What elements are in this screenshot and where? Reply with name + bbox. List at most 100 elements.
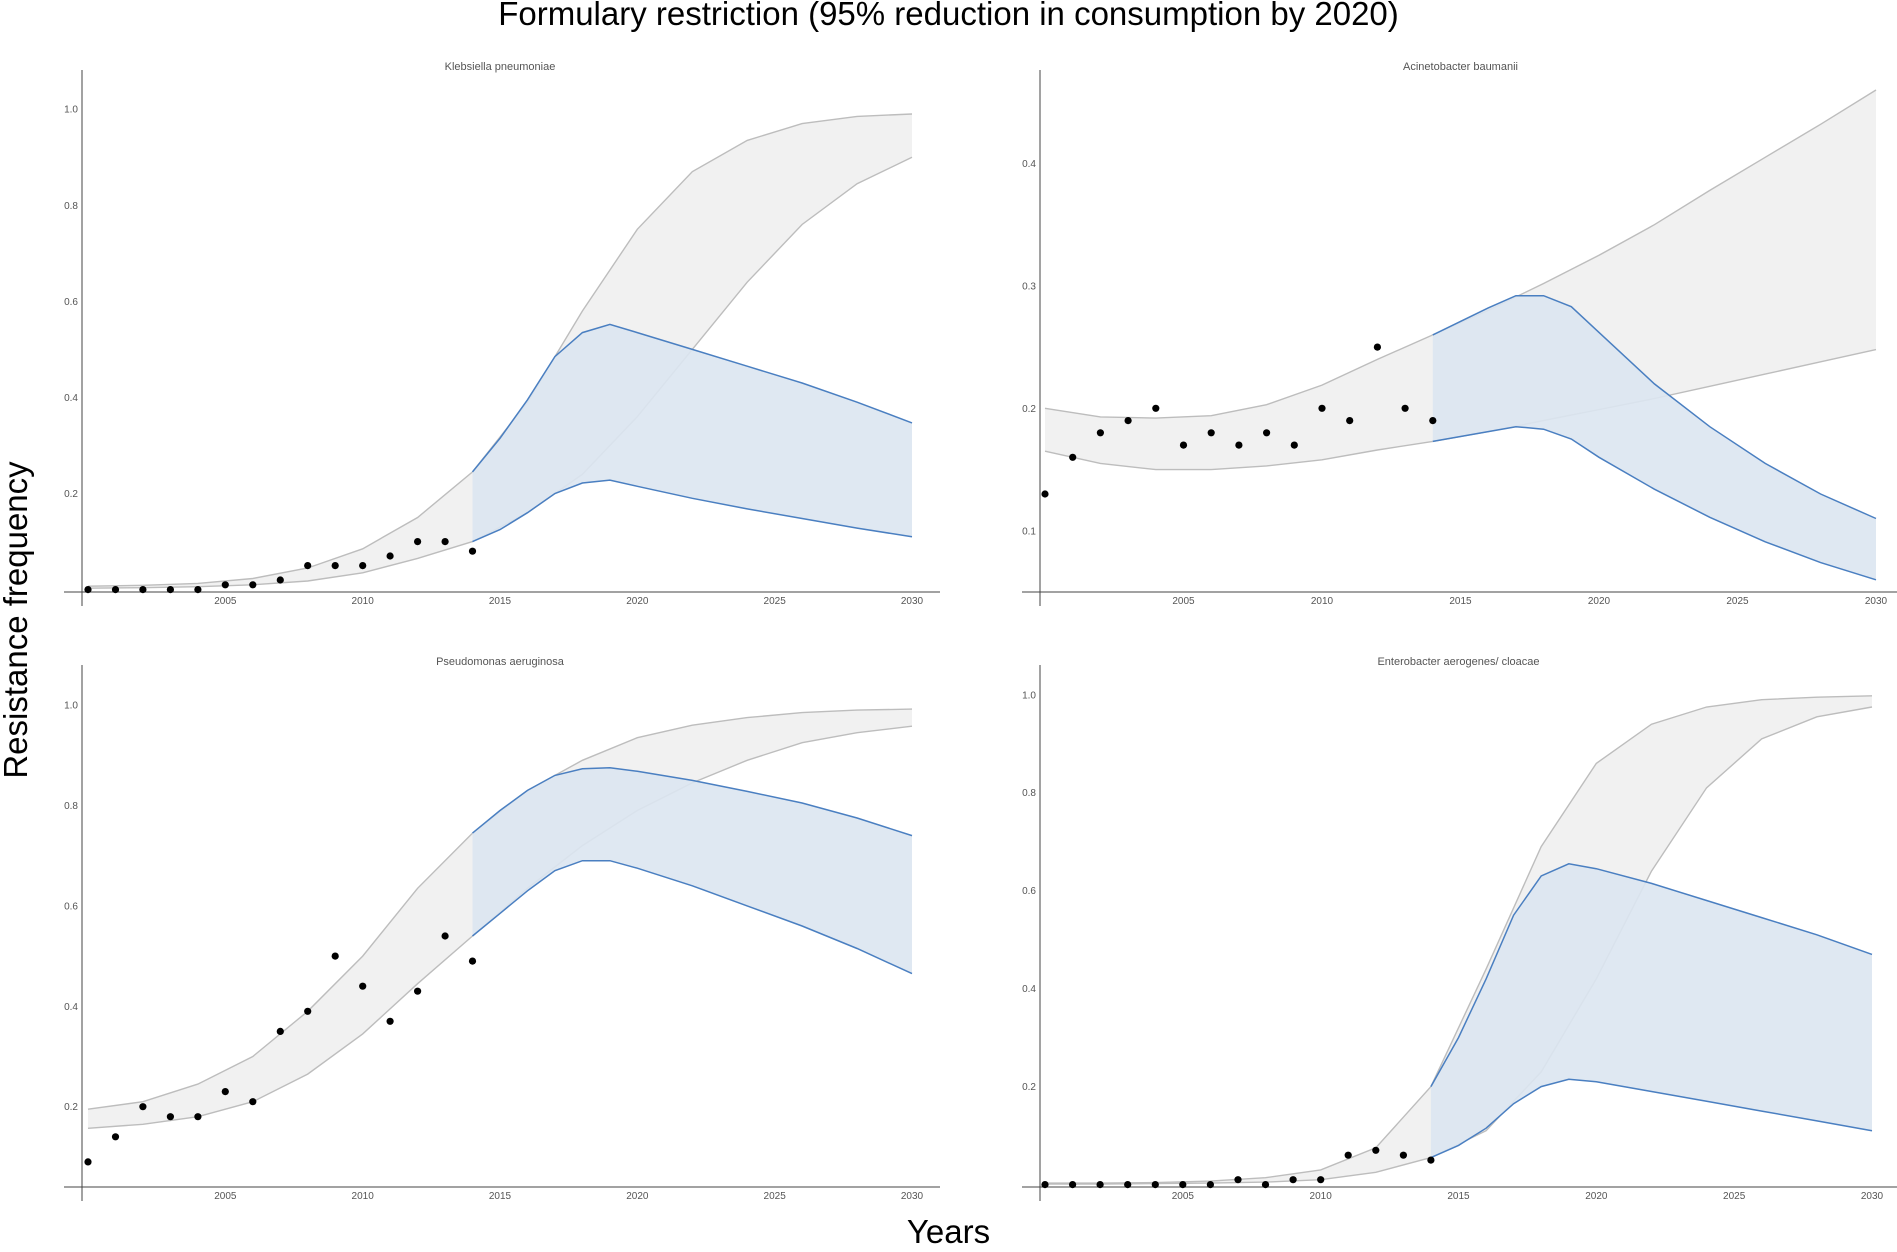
y-tick-label: 0.8 [1022,788,1036,799]
data-point [331,952,339,960]
data-point [1317,1176,1325,1184]
forecast-lower-line [1432,425,1877,581]
data-point [1346,417,1354,425]
x-tick-label: 2030 [1865,596,1888,607]
data-point [441,932,449,940]
data-point [1427,1156,1435,1164]
y-tick-label: 1.0 [64,105,78,116]
y-tick-label: 0.4 [1022,159,1036,170]
forecast-upper-line [472,767,913,837]
x-tick-label: 2030 [901,1191,924,1202]
data-point [1069,453,1077,461]
x-tick-label: 2020 [1585,1191,1608,1202]
chart-title: Formulary restriction (95% reduction in … [498,0,1399,32]
data-point [414,987,422,995]
data-point [84,586,92,594]
data-point [84,1158,92,1166]
y-tick-label: 0.1 [1022,526,1036,537]
y-tick-label: 0.2 [1022,1082,1036,1093]
data-point [1041,1181,1049,1189]
data-point [1179,1181,1187,1189]
data-point [249,581,257,589]
forecast-band-area [1430,863,1872,1158]
x-tick-label: 2025 [1726,596,1749,607]
y-tick-label: 1.0 [1022,690,1036,701]
x-tick-label: 2030 [1861,1191,1884,1202]
x-tick-label: 2005 [214,1191,237,1202]
data-point [1373,343,1381,351]
data-point [221,581,229,589]
x-tick-label: 2020 [626,1191,649,1202]
data-point [111,586,120,594]
data-point [359,982,367,990]
x-tick-label: 2030 [901,596,924,607]
forecast-upper-line [471,323,913,473]
x-tick-label: 2015 [489,596,512,607]
data-point [1263,429,1271,437]
forecast-band-area [472,324,912,542]
forecast-lower-line [472,479,913,543]
x-tick-label: 2005 [1172,1191,1195,1202]
forecast-lower-line [1430,1078,1873,1159]
data-point [1152,404,1160,412]
data-point [414,538,422,546]
data-point [1207,429,1215,437]
data-point [304,562,312,570]
baseline-band-area [1045,90,1876,470]
y-tick-label: 0.3 [1022,281,1036,292]
data-point [276,1027,284,1035]
y-tick-label: 0.4 [64,1002,78,1013]
data-point [468,547,477,555]
x-tick-label: 2005 [214,596,237,607]
data-point [111,1133,120,1141]
data-point [221,1088,229,1096]
x-tick-label: 2010 [1311,596,1334,607]
panel-title: Klebsiella pneumoniae [445,61,556,73]
data-point [1429,417,1437,425]
data-point [276,576,284,584]
x-tick-label: 2010 [352,596,375,607]
x-tick-label: 2025 [764,596,787,607]
data-point [249,1098,257,1106]
panel-klebsiella: Klebsiella pneumoniae 2005 2010 2015 2020 202… [64,61,940,607]
panel-acinetobacter: Acinetobacter baumanii 2005 2010 2015 2020 20… [1022,61,1897,607]
y-tick-label: 0.4 [1022,984,1036,995]
data-point [468,957,477,965]
y-axis-label: Resistance frequency [0,461,34,779]
y-tick-label: 0.6 [64,901,78,912]
forecast-band-area [1432,295,1876,580]
data-point [386,1017,394,1025]
data-point [166,586,174,594]
data-point [1179,441,1188,449]
y-tick-label: 0.6 [64,297,78,308]
baseline-band-area [1045,695,1872,1185]
panel-pseudomonas: Pseudomonas aeruginosa 2005 2010 2015 2020 20… [64,656,940,1202]
panel-title: Pseudomonas aeruginosa [436,656,565,668]
forecast-band-area [472,767,912,974]
forecast-lower-line [472,859,913,975]
x-tick-label: 2010 [352,1191,375,1202]
y-tick-label: 0.8 [64,201,78,212]
x-tick-label: 2015 [1449,596,1472,607]
data-point [1124,417,1132,425]
data-point [331,562,339,570]
data-point [139,586,147,594]
data-point [304,1007,312,1015]
forecast-upper-line [1432,294,1877,520]
data-point [1206,1181,1214,1189]
y-tick-label: 0.2 [64,489,78,500]
baseline-lower-line [87,725,913,1129]
data-point [166,1113,174,1121]
x-tick-label: 2025 [764,1191,787,1202]
y-tick-label: 0.2 [64,1102,78,1113]
data-point [1235,441,1243,449]
y-tick-label: 1.0 [64,701,78,712]
y-tick-label: 0.8 [64,801,78,812]
data-point [1399,1151,1407,1159]
data-point [1069,1181,1077,1189]
x-tick-label: 2010 [1310,1191,1333,1202]
y-tick-label: 0.2 [1022,404,1036,415]
data-point [1290,441,1298,449]
x-axis-label: Years [906,1213,991,1250]
y-tick-label: 0.6 [1022,886,1036,897]
